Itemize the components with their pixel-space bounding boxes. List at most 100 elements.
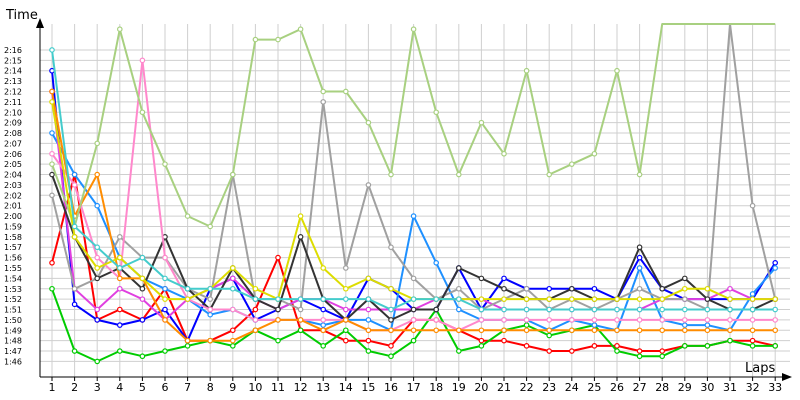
- data-point: [117, 265, 123, 271]
- data-point: [591, 306, 598, 313]
- x-tick-label: 31: [723, 381, 737, 394]
- y-axis-arrow: [36, 18, 44, 28]
- data-point: [636, 306, 643, 313]
- x-tick-label: 3: [94, 381, 101, 394]
- data-point: [772, 343, 779, 349]
- data-point: [230, 275, 236, 282]
- data-point: [297, 317, 304, 323]
- data-point: [478, 337, 485, 344]
- data-point: [275, 306, 281, 313]
- data-point: [410, 337, 417, 344]
- data-point: [297, 234, 304, 240]
- data-point: [433, 259, 440, 266]
- data-point: [275, 36, 281, 43]
- data-point: [455, 171, 462, 178]
- y-axis-title: Time: [5, 8, 38, 23]
- data-point: [252, 36, 259, 43]
- data-point: [501, 327, 507, 334]
- data-point: [478, 306, 485, 313]
- data-point: [342, 337, 349, 344]
- data-point: [388, 317, 394, 323]
- data-point: [568, 296, 575, 302]
- data-point: [162, 161, 168, 167]
- series-12: [49, 47, 779, 313]
- data-point: [94, 171, 101, 178]
- y-tick-label: 1:59: [4, 222, 22, 231]
- data-point: [71, 171, 78, 178]
- data-point: [49, 88, 55, 95]
- data-point: [704, 317, 711, 323]
- data-point: [49, 285, 55, 292]
- data-point: [117, 348, 123, 354]
- data-point: [659, 348, 666, 354]
- x-tick-label: 11: [271, 381, 285, 394]
- data-point: [388, 171, 394, 178]
- data-point: [478, 343, 485, 349]
- data-point: [659, 285, 666, 292]
- x-tick-label: 1: [49, 381, 56, 394]
- data-point: [681, 317, 688, 323]
- y-tick-label: 2:05: [4, 160, 22, 169]
- data-point: [568, 327, 575, 334]
- data-point: [94, 358, 101, 365]
- x-tick-label: 30: [700, 381, 714, 394]
- data-point: [365, 182, 372, 188]
- data-point: [727, 327, 733, 334]
- x-tick-label: 16: [384, 381, 398, 394]
- data-point: [455, 306, 462, 313]
- data-point: [772, 259, 779, 266]
- data-point: [614, 343, 620, 349]
- data-point: [704, 285, 711, 292]
- data-point: [433, 327, 440, 334]
- data-point: [365, 348, 372, 354]
- data-point: [704, 296, 711, 302]
- data-point: [162, 254, 168, 261]
- data-point: [342, 88, 349, 95]
- y-tick-label: 2:02: [4, 191, 22, 200]
- data-point: [320, 99, 327, 105]
- data-point: [320, 296, 327, 302]
- data-point: [704, 343, 711, 349]
- data-point: [207, 337, 214, 344]
- data-point: [252, 285, 259, 292]
- y-tick-label: 1:52: [4, 295, 22, 304]
- data-point: [749, 202, 756, 209]
- x-tick-label: 29: [678, 381, 692, 394]
- data-point: [275, 317, 281, 323]
- data-point: [252, 296, 259, 302]
- data-point: [162, 285, 168, 292]
- data-point: [342, 327, 349, 334]
- y-tick-label: 1:47: [4, 347, 22, 356]
- data-point: [410, 275, 417, 282]
- data-point: [410, 296, 417, 302]
- data-point: [568, 306, 575, 313]
- data-point: [297, 296, 304, 302]
- data-point: [117, 275, 123, 282]
- data-point: [636, 285, 643, 292]
- data-point: [636, 265, 643, 271]
- data-point: [501, 285, 507, 292]
- data-point: [455, 296, 462, 302]
- x-tick-label: 17: [407, 381, 421, 394]
- data-point: [184, 343, 191, 349]
- data-point: [49, 47, 55, 53]
- data-point: [478, 296, 485, 302]
- data-point: [614, 67, 620, 74]
- y-tick-label: 2:03: [4, 181, 22, 190]
- y-tick-label: 2:09: [4, 119, 22, 128]
- data-point: [749, 327, 756, 334]
- data-point: [410, 317, 417, 323]
- data-point: [614, 317, 620, 323]
- x-tick-label: 7: [184, 381, 191, 394]
- data-point: [297, 327, 304, 334]
- data-point: [139, 57, 146, 64]
- data-point: [320, 343, 327, 349]
- data-point: [207, 306, 214, 313]
- x-tick-label: 14: [339, 381, 353, 394]
- data-point: [207, 296, 214, 302]
- data-point: [636, 327, 643, 334]
- data-point: [342, 317, 349, 323]
- data-point: [162, 306, 168, 313]
- data-point: [478, 317, 485, 323]
- y-tick-label: 2:10: [4, 108, 22, 117]
